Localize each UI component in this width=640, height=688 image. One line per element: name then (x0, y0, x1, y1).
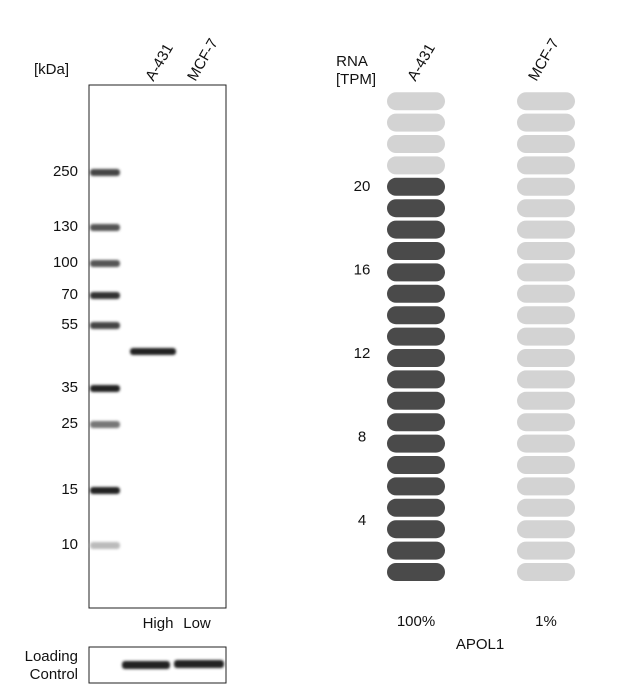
rna-pill (517, 263, 575, 282)
marker-label: 70 (61, 286, 78, 303)
rna-pill (517, 370, 575, 389)
level-label: High (143, 615, 174, 632)
rna-pill (517, 349, 575, 367)
rna-pill (387, 135, 445, 153)
rna-pill (387, 242, 445, 260)
rna-pill (387, 413, 445, 432)
marker-band (90, 292, 120, 299)
rna-pill (517, 135, 575, 153)
sample-label: A-431 (404, 41, 439, 84)
marker-label: 25 (61, 415, 78, 432)
marker-label: 55 (61, 316, 78, 333)
rna-pill (517, 434, 575, 453)
marker-band (90, 421, 120, 428)
rna-pill (517, 199, 575, 218)
loading-band (122, 661, 170, 669)
unit-label: [kDa] (34, 61, 69, 78)
rna-pill (517, 541, 575, 560)
rna-pill (387, 370, 445, 389)
rna-pill (517, 92, 575, 111)
rna-pill (387, 113, 445, 132)
y-tick-label: 4 (358, 512, 366, 529)
marker-band (90, 224, 120, 231)
rna-pill (517, 391, 575, 410)
percentage: 100% (397, 613, 435, 630)
loading-label: Loading (25, 648, 78, 665)
y-tick-label: 16 (354, 261, 371, 278)
rna-pill (387, 456, 445, 474)
sample-band (130, 348, 176, 355)
y-tick-label: 20 (354, 178, 371, 195)
marker-label: 15 (61, 481, 78, 498)
y-tick-label: 8 (358, 428, 366, 445)
marker-band (90, 169, 120, 176)
marker-label: 130 (53, 218, 78, 235)
rna-header: [TPM] (336, 71, 376, 88)
rna-pill (517, 284, 575, 303)
rna-pill (387, 477, 445, 496)
rna-pill (387, 434, 445, 453)
marker-band (90, 542, 120, 549)
rna-pill (517, 477, 575, 496)
level-label: Low (183, 615, 211, 632)
rna-pill (387, 284, 445, 303)
rna-pill (387, 199, 445, 218)
rna-pill (387, 327, 445, 346)
rna-pill (387, 306, 445, 325)
sample-label: MCF-7 (525, 36, 563, 84)
loading-label: Control (30, 666, 78, 683)
rna-pill (517, 456, 575, 474)
rna-pill (517, 327, 575, 346)
rna-header: RNA (336, 53, 368, 70)
lane-label: A-431 (142, 41, 177, 84)
rna-pill (517, 156, 575, 175)
rna-pill (517, 220, 575, 239)
y-tick-label: 12 (354, 345, 371, 362)
rna-pill (387, 220, 445, 239)
rna-pill (387, 156, 445, 175)
marker-band (90, 487, 120, 494)
percentage: 1% (535, 613, 557, 630)
marker-band (90, 260, 120, 267)
rna-pill (517, 498, 575, 517)
rna-pill (517, 520, 575, 539)
marker-band (90, 322, 120, 329)
marker-label: 10 (61, 536, 78, 553)
rna-pill (517, 413, 575, 432)
rna-pill (387, 391, 445, 410)
gene-label: APOL1 (456, 636, 504, 653)
rna-pill (387, 563, 445, 581)
marker-band (90, 385, 120, 392)
marker-label: 100 (53, 254, 78, 271)
rna-pill (517, 177, 575, 196)
rna-pill (517, 113, 575, 132)
marker-label: 35 (61, 379, 78, 396)
rna-pill (517, 306, 575, 325)
rna-pill (387, 349, 445, 367)
rna-pill (517, 563, 575, 581)
rna-pill (387, 520, 445, 539)
rna-pill (387, 92, 445, 111)
lane-label: MCF-7 (184, 36, 222, 84)
blot-frame (88, 84, 227, 609)
loading-band (174, 660, 224, 668)
rna-pill (517, 242, 575, 260)
rna-pill (387, 498, 445, 517)
rna-pill (387, 263, 445, 282)
rna-pill (387, 177, 445, 196)
marker-label: 250 (53, 163, 78, 180)
rna-pill (387, 541, 445, 560)
